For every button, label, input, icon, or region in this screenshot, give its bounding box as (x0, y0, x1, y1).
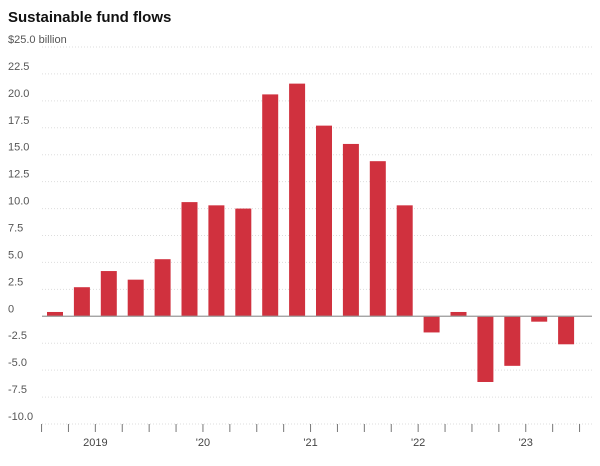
y-tick-label: 20.0 (8, 88, 29, 100)
bar (423, 316, 440, 333)
y-tick-label: 2.5 (8, 276, 23, 288)
bar (531, 316, 548, 322)
x-tick-label: '21 (303, 437, 317, 449)
y-tick-label: 12.5 (8, 169, 29, 181)
y-tick-label: 10.0 (8, 196, 29, 208)
x-tick-label: '22 (411, 437, 425, 449)
y-tick-label: 7.5 (8, 223, 23, 235)
bar (558, 316, 575, 345)
bar (396, 205, 413, 317)
chart-title: Sustainable fund flows (8, 9, 171, 26)
y-tick-label: 5.0 (8, 249, 23, 261)
bar (181, 202, 198, 317)
bar (289, 83, 306, 317)
y-tick-label: 15.0 (8, 142, 29, 154)
y-tick-label: -5.0 (8, 357, 27, 369)
bar (316, 125, 332, 317)
bar (342, 143, 359, 317)
x-tick-label: 2019 (83, 437, 107, 449)
bar (477, 316, 494, 382)
y-axis-ticks: -10.0 -7.5 -5.0 -2.5 0 2.5 5.0 7.5 10.0 12.5 15.0 1… (8, 34, 67, 423)
x-axis-ticks: 2019 '20 '21 '22 '23 (41, 424, 581, 449)
y-tick-label: $25.0 billion (8, 34, 67, 46)
x-tick-label: '20 (196, 437, 210, 449)
bar (235, 208, 252, 317)
y-tick-label: -7.5 (8, 384, 27, 396)
bar (262, 94, 279, 317)
y-tick-label: -2.5 (8, 330, 27, 342)
bar (450, 311, 467, 317)
y-tick-label: 17.5 (8, 115, 29, 127)
bar (208, 205, 225, 317)
bar (154, 259, 171, 317)
bar (100, 271, 117, 317)
bar (73, 287, 90, 317)
bars (47, 83, 575, 382)
y-tick-label: 0 (8, 303, 14, 315)
bar (47, 311, 63, 317)
y-tick-label: 22.5 (8, 61, 29, 73)
x-tick-label: '23 (519, 437, 533, 449)
bar (369, 161, 386, 317)
y-tick-label: -10.0 (8, 411, 33, 423)
bar (127, 279, 144, 317)
bar (504, 316, 521, 366)
